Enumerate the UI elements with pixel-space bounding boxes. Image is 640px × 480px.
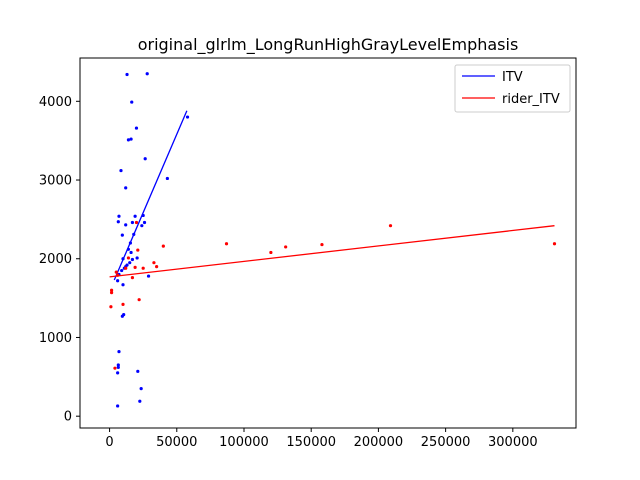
y-tick-label: 0 xyxy=(64,410,72,425)
data-point-itv xyxy=(125,263,129,267)
data-point-itv xyxy=(124,186,128,190)
data-point-rider-itv xyxy=(224,242,229,246)
axes: 0 50000 100000 150000 200000 250000 300000 0 100… xyxy=(39,95,538,450)
data-point-itv xyxy=(116,279,120,283)
y-tick-label: 1000 xyxy=(39,331,72,346)
data-point-rider-itv xyxy=(152,261,156,265)
data-point-rider-itv xyxy=(133,265,137,270)
data-point-itv xyxy=(132,232,136,236)
legend-label-rider-itv: rider_ITV xyxy=(502,92,560,107)
data-point-rider-itv xyxy=(134,220,139,225)
data-point-itv xyxy=(126,247,130,251)
x-tick-label: 200000 xyxy=(354,435,404,450)
data-point-itv xyxy=(129,250,133,255)
data-point-rider-itv xyxy=(109,288,114,292)
data-point-itv xyxy=(117,214,121,218)
data-point-itv xyxy=(130,100,134,104)
x-tick-label: 250000 xyxy=(421,435,471,450)
data-point-itv xyxy=(116,220,120,224)
data-point-rider-itv xyxy=(136,248,140,252)
y-tick-label: 4000 xyxy=(39,95,72,110)
data-point-itv xyxy=(185,115,190,119)
data-point-itv xyxy=(117,350,121,354)
x-tick-label: 150000 xyxy=(286,435,336,450)
data-point-itv xyxy=(129,137,133,141)
data-point-rider-itv xyxy=(124,266,128,270)
plot-frame xyxy=(79,57,577,429)
data-point-rider-itv xyxy=(141,266,145,270)
data-point-rider-itv xyxy=(109,290,114,295)
y-tick-label: 2000 xyxy=(39,252,72,267)
data-point-itv xyxy=(133,214,137,218)
data-point-rider-itv xyxy=(161,244,165,248)
data-point-itv xyxy=(139,387,143,391)
data-point-itv xyxy=(142,220,147,225)
legend-label-itv: ITV xyxy=(502,70,523,85)
data-point-itv xyxy=(116,404,120,408)
data-point-itv xyxy=(128,261,132,265)
data-point-rider-itv xyxy=(284,245,288,249)
data-point-itv xyxy=(165,176,169,181)
data-point-rider-itv xyxy=(388,224,393,228)
data-point-itv xyxy=(135,256,139,260)
data-point-itv xyxy=(141,213,145,218)
data-point-itv xyxy=(140,224,144,228)
data-point-itv xyxy=(130,257,135,262)
data-point-rider-itv xyxy=(113,366,117,370)
data-point-rider-itv xyxy=(269,250,273,255)
data-point-itv xyxy=(125,72,129,77)
data-point-itv xyxy=(116,365,120,369)
legend: ITV rider_ITV xyxy=(454,64,571,113)
trend-line-rider-itv xyxy=(109,225,555,278)
data-point-rider-itv xyxy=(552,242,557,246)
data-point-rider-itv xyxy=(121,302,125,307)
data-point-itv xyxy=(116,363,120,367)
trend-line-itv xyxy=(113,110,188,281)
data-point-itv xyxy=(121,283,125,287)
data-point-rider-itv xyxy=(320,242,324,247)
data-point-itv xyxy=(122,313,126,317)
data-point-itv xyxy=(116,371,120,375)
plot-area xyxy=(109,72,557,408)
data-point-itv xyxy=(128,241,133,245)
y-tick-label: 3000 xyxy=(39,174,72,189)
data-point-itv xyxy=(124,223,128,227)
x-tick-label: 300000 xyxy=(488,435,538,450)
data-point-itv xyxy=(130,220,135,225)
data-point-rider-itv xyxy=(116,273,120,277)
data-point-itv xyxy=(136,369,140,373)
data-point-itv xyxy=(134,126,139,130)
data-point-rider-itv xyxy=(137,298,141,302)
x-tick-label: 100000 xyxy=(219,435,269,450)
data-point-itv xyxy=(146,274,151,278)
x-tick-label: 0 xyxy=(105,435,113,450)
data-point-itv xyxy=(120,233,124,237)
legend-box xyxy=(454,64,571,113)
data-point-rider-itv xyxy=(109,305,113,309)
data-point-itv xyxy=(145,72,149,76)
data-point-rider-itv xyxy=(114,270,118,274)
data-point-itv xyxy=(120,268,124,273)
data-point-itv xyxy=(143,157,147,161)
data-point-itv xyxy=(121,257,125,261)
data-point-itv xyxy=(138,399,142,403)
data-point-rider-itv xyxy=(155,265,159,269)
x-tick-label: 50000 xyxy=(156,435,197,450)
chart-title: original_glrlm_LongRunHighGrayLevelEmpha… xyxy=(138,35,519,55)
data-point-rider-itv xyxy=(126,256,130,260)
data-point-itv xyxy=(119,168,123,173)
data-point-itv xyxy=(126,138,130,142)
data-point-rider-itv xyxy=(130,276,135,280)
